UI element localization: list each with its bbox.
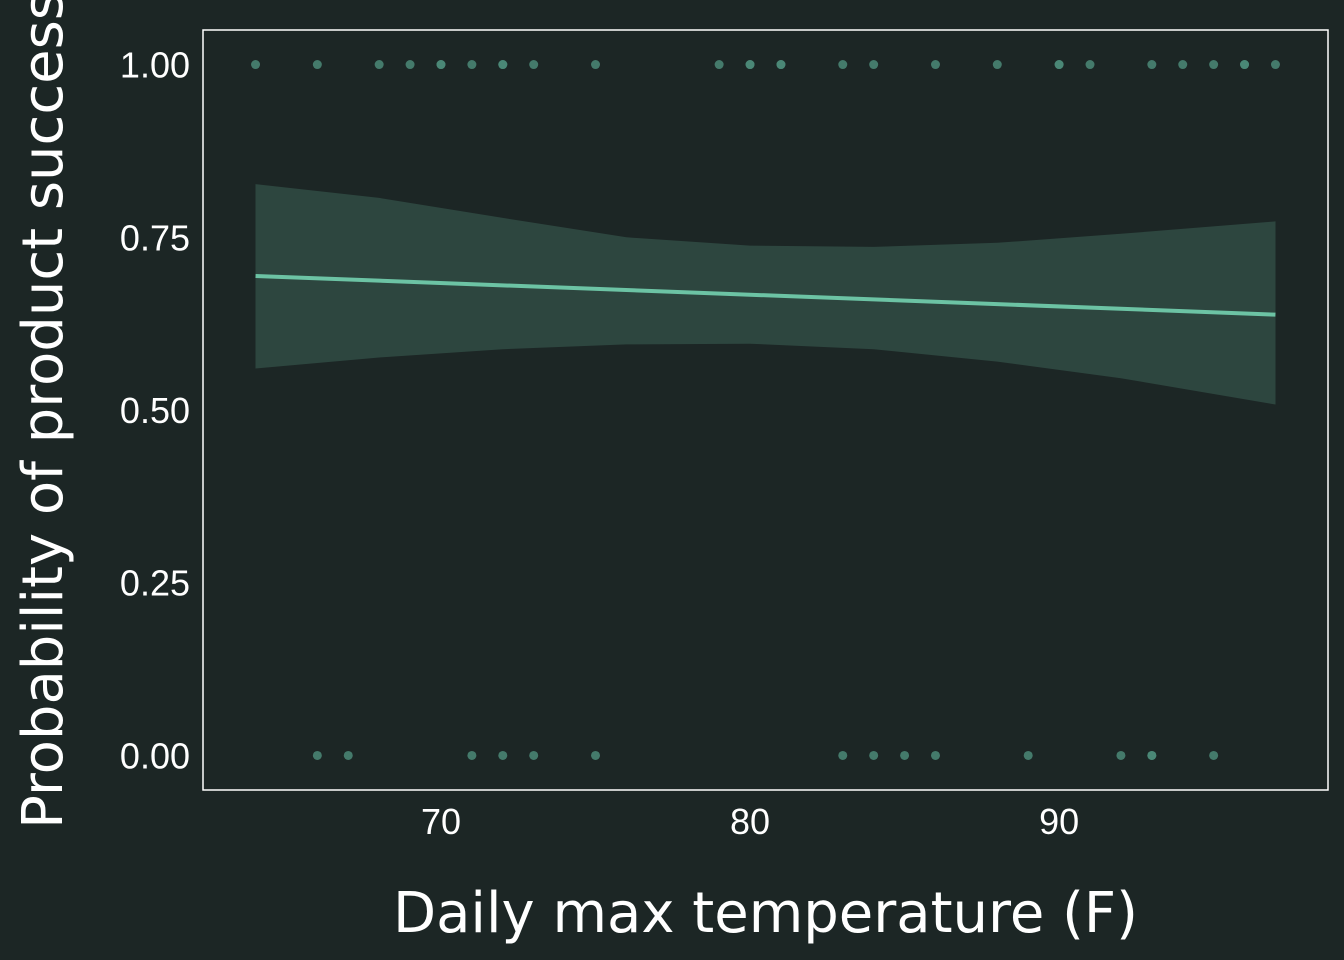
y-tick-label: 0.00 (120, 735, 190, 776)
data-point (467, 60, 477, 70)
data-point (1116, 750, 1126, 760)
data-point (745, 60, 755, 70)
data-point (776, 60, 786, 70)
data-point (498, 750, 508, 760)
x-tick-label: 80 (730, 801, 770, 842)
data-point (838, 60, 848, 70)
data-point (838, 750, 848, 760)
data-point (1085, 60, 1095, 70)
data-point (529, 750, 539, 760)
data-point (591, 60, 601, 70)
data-point (869, 750, 879, 760)
data-point (900, 750, 910, 760)
x-axis-title: Daily max temperature (F) (393, 881, 1138, 946)
data-point (1178, 60, 1188, 70)
data-point (591, 750, 601, 760)
data-point (869, 60, 879, 70)
data-point (1023, 750, 1033, 760)
data-point (529, 60, 539, 70)
y-tick-label: 1.00 (120, 45, 190, 86)
x-tick-label: 90 (1039, 801, 1079, 842)
y-tick-label: 0.25 (120, 563, 190, 604)
y-tick-label: 0.50 (120, 390, 190, 431)
data-point (930, 60, 940, 70)
data-point (1270, 60, 1280, 70)
data-point (374, 60, 384, 70)
data-point (251, 60, 261, 70)
data-point (1240, 60, 1250, 70)
fit-line (255, 273, 1276, 317)
y-tick-label: 0.75 (120, 217, 190, 258)
x-tick-labels: 70 80 90 (421, 801, 1079, 842)
x-tick-label: 70 (421, 801, 461, 842)
data-point (312, 750, 322, 760)
points-layer (251, 60, 1280, 760)
data-point (714, 60, 724, 70)
y-axis-title: Probability of product success (11, 0, 76, 829)
data-point (343, 750, 353, 760)
panel-border (202, 29, 1329, 791)
data-point (930, 750, 940, 760)
data-point (312, 60, 322, 70)
fit-line-layer (255, 273, 1276, 317)
data-point (467, 750, 477, 760)
data-point (992, 60, 1002, 70)
data-point (1147, 60, 1157, 70)
data-point (1209, 60, 1219, 70)
data-point (1054, 60, 1064, 70)
data-point (1147, 750, 1157, 760)
data-point (405, 60, 415, 70)
data-point (1209, 750, 1219, 760)
data-point (436, 60, 446, 70)
y-tick-labels: 0.00 0.25 0.50 0.75 1.00 (120, 45, 190, 777)
data-point (498, 60, 508, 70)
